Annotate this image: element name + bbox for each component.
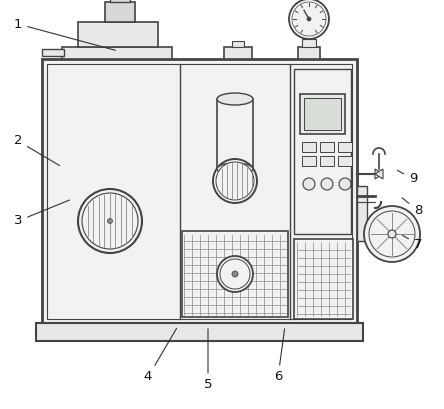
Bar (298, 47, 320, 59)
Bar (294, 69, 351, 234)
Text: 3: 3 (14, 200, 69, 227)
Circle shape (220, 259, 250, 289)
Text: 6: 6 (274, 329, 285, 384)
Circle shape (82, 193, 138, 249)
Polygon shape (375, 169, 383, 179)
Bar (217, 99, 253, 169)
Bar (302, 156, 316, 166)
Text: 8: 8 (402, 198, 422, 218)
Circle shape (321, 178, 333, 190)
Bar (232, 41, 244, 47)
Ellipse shape (217, 163, 253, 175)
Circle shape (232, 271, 238, 277)
Circle shape (369, 211, 415, 257)
Circle shape (364, 206, 420, 262)
Bar (110, 0, 130, 2)
Text: 1: 1 (14, 18, 115, 50)
Circle shape (339, 178, 351, 190)
Bar (182, 231, 288, 317)
Bar (338, 142, 352, 152)
Circle shape (213, 159, 257, 203)
Bar (302, 39, 316, 47)
Ellipse shape (217, 93, 253, 105)
Bar (224, 47, 252, 59)
Circle shape (388, 230, 396, 238)
Bar (105, 2, 135, 22)
Bar (357, 186, 367, 241)
Bar (304, 98, 341, 130)
Bar (62, 47, 172, 59)
Text: 5: 5 (204, 329, 212, 391)
Circle shape (107, 218, 112, 223)
Bar (338, 156, 352, 166)
Bar (42, 49, 64, 56)
Bar (294, 239, 353, 319)
Circle shape (303, 178, 315, 190)
Bar (78, 22, 158, 47)
Bar (320, 156, 334, 166)
Text: 9: 9 (397, 170, 417, 186)
Polygon shape (375, 169, 383, 179)
Text: 4: 4 (144, 328, 177, 384)
Text: 2: 2 (14, 135, 59, 166)
Bar (42, 59, 357, 324)
Circle shape (78, 189, 142, 253)
Circle shape (289, 0, 329, 39)
Bar (47, 64, 352, 319)
Circle shape (217, 256, 253, 292)
Text: 7: 7 (402, 235, 422, 250)
Bar (300, 94, 345, 134)
Bar (36, 323, 363, 341)
Circle shape (307, 17, 311, 21)
Bar (302, 142, 316, 152)
Circle shape (216, 162, 254, 200)
Bar (320, 142, 334, 152)
